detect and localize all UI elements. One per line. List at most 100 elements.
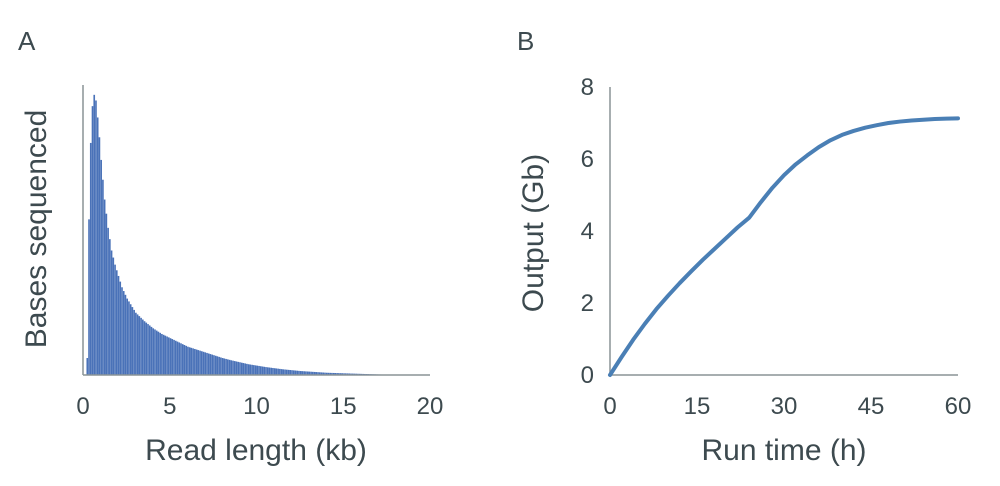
histogram-bar <box>285 369 288 375</box>
histogram-bar <box>227 359 229 375</box>
histogram-bar <box>180 343 182 375</box>
histogram-bar <box>138 316 141 375</box>
histogram-bar <box>305 371 307 375</box>
histogram-bar <box>261 366 264 375</box>
histogram-bar <box>112 257 115 375</box>
histogram-bar <box>199 350 201 375</box>
x-tick-label: 30 <box>771 393 798 420</box>
histogram-bar <box>102 179 104 375</box>
histogram-bar <box>218 356 220 375</box>
histogram-bar <box>168 337 170 375</box>
histogram-bar <box>194 348 196 375</box>
histogram-bar <box>249 364 252 375</box>
histogram-bar <box>220 357 222 375</box>
panel-a-x-ticks: 0 5 10 15 20 <box>76 393 443 420</box>
histogram-bar <box>176 341 179 375</box>
histogram-bar <box>253 365 255 375</box>
histogram-bar <box>114 264 116 375</box>
histogram-bar <box>221 358 224 375</box>
histogram-bar <box>152 328 155 375</box>
histogram-bar <box>225 358 227 375</box>
histogram-bar <box>121 287 123 375</box>
histogram-bar <box>133 309 135 375</box>
histogram-bar <box>254 365 257 375</box>
x-tick-label: 10 <box>243 393 270 420</box>
x-tick-label: 45 <box>858 393 885 420</box>
histogram-bar <box>128 301 130 375</box>
histogram-bar <box>275 368 278 375</box>
y-tick-label: 0 <box>581 362 594 389</box>
histogram-bar <box>289 370 292 375</box>
histogram-bar <box>169 338 172 375</box>
histogram-bar <box>284 369 286 375</box>
histogram-bar <box>100 159 102 375</box>
histogram-bar <box>317 372 319 375</box>
histogram-bar <box>346 373 349 375</box>
histogram-bar <box>296 370 299 375</box>
histogram-bar <box>343 373 345 375</box>
histogram-bar <box>211 354 214 375</box>
histogram-bar <box>277 368 279 375</box>
y-tick-label: 4 <box>581 218 594 245</box>
histogram-bar <box>348 373 351 375</box>
histogram-bar <box>178 342 181 375</box>
histogram-bar <box>109 239 111 375</box>
histogram-bar <box>237 361 240 375</box>
histogram-bar <box>98 137 101 375</box>
histogram-bar <box>216 356 219 375</box>
histogram-bar <box>214 355 217 375</box>
histogram-bar <box>312 371 314 375</box>
histogram-bar <box>195 349 198 375</box>
x-tick-label: 15 <box>684 393 711 420</box>
histogram-bar <box>247 364 250 375</box>
histogram-bar <box>213 355 215 375</box>
histogram-bar <box>239 362 241 375</box>
histogram-bar <box>174 340 177 375</box>
histogram-bar <box>185 345 187 375</box>
histogram-bar <box>298 370 300 375</box>
histogram-bar <box>334 373 337 375</box>
histogram-bar <box>318 372 321 375</box>
histogram-bar <box>171 339 174 375</box>
histogram-bar <box>145 322 148 375</box>
x-tick-label: 0 <box>76 393 89 420</box>
histogram-bar <box>272 367 274 375</box>
histogram-bar <box>161 333 163 375</box>
panel-b-y-axis-label: Output (Gb) <box>517 154 550 312</box>
histogram-bar <box>117 275 120 375</box>
histogram-bar <box>270 367 273 375</box>
histogram-bar <box>183 345 186 375</box>
histogram-bar <box>103 199 106 375</box>
histogram-bar <box>124 294 127 375</box>
histogram-bar <box>266 367 269 375</box>
panel-b-points <box>609 118 959 376</box>
histogram-bar <box>147 324 149 375</box>
histogram-bar <box>164 335 167 375</box>
histogram-bar <box>181 344 184 375</box>
histogram-bar <box>291 370 293 375</box>
histogram-bar <box>155 330 158 375</box>
histogram-bar <box>233 361 236 375</box>
histogram-bar <box>263 366 266 375</box>
histogram-bar <box>246 363 248 375</box>
histogram-bar <box>105 213 108 375</box>
histogram-bar <box>200 351 203 375</box>
histogram-bar <box>230 360 233 375</box>
panel-a-x-axis-label: Read length (kb) <box>145 434 367 467</box>
histogram-bar <box>240 362 243 375</box>
histogram-bar <box>313 371 316 375</box>
histogram-bar <box>303 371 305 375</box>
histogram-bar <box>280 369 283 375</box>
histogram-bar <box>122 291 125 375</box>
histogram-bar <box>202 351 205 375</box>
histogram-bar <box>96 117 99 375</box>
histogram-bar <box>110 250 113 375</box>
histogram-bar <box>148 325 151 375</box>
histogram-bar <box>292 370 295 375</box>
histogram-bar <box>119 281 122 375</box>
histogram-bar <box>136 314 139 375</box>
histogram-bar <box>301 371 304 375</box>
histogram-bar <box>338 373 340 375</box>
panel-b: B Output (Gb) 0 15 30 45 60 0 2 4 6 8 Run time (… <box>517 26 971 467</box>
